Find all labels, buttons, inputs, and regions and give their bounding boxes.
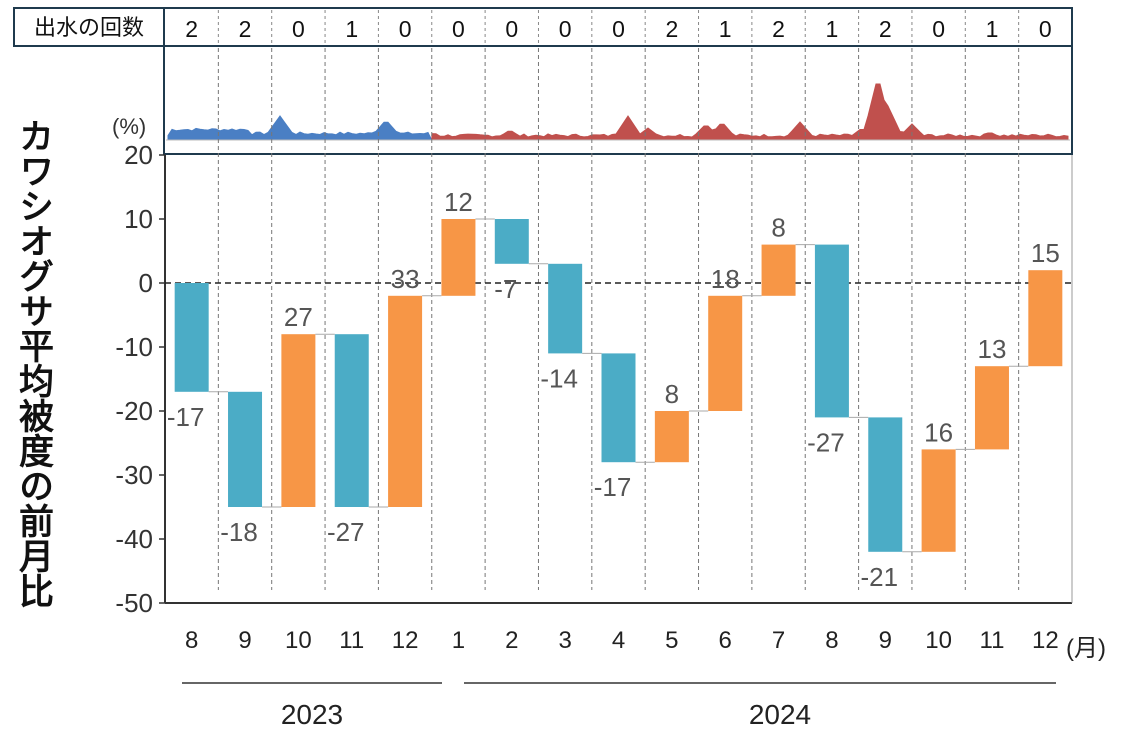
flood-count-cell: 2 [665,16,678,42]
data-label: 33 [391,264,420,294]
flood-count-cell: 0 [932,16,945,42]
flood-row-label: 出水の回数 [34,16,144,41]
flood-count-cell: 2 [879,16,892,42]
bars [174,218,1063,553]
year-label-2024: 2024 [749,699,811,730]
waterfall-bar [1028,270,1063,367]
flood-count-cell: 0 [452,16,465,42]
x-tick-label: 10 [285,627,312,654]
y-axis-label: カワシオグサ平均被度の前月比 [13,118,53,608]
data-label: -7 [494,274,517,304]
waterfall-bar [494,219,529,264]
y-tick-label: 20 [124,140,153,170]
x-tick-label: 6 [719,627,732,654]
data-label: 15 [1031,238,1060,268]
waterfall-bar [441,219,476,296]
x-tick-label: 5 [665,627,678,654]
flood-count-cell: 0 [559,16,572,42]
data-label: -21 [860,562,898,592]
y-tick-label: -10 [115,332,153,362]
data-label: -18 [220,517,258,547]
data-label: 13 [978,334,1007,364]
data-label: 18 [711,264,740,294]
waterfall-bar [814,244,849,418]
flood-count-cell: 2 [185,16,198,42]
flood-count-cell: 2 [239,16,252,42]
data-labels: -17 -18 27 -27 33 12 -7 -14 -17 8 18 8 -27 -21 16 13 15 [167,187,1060,592]
waterfall-bar [761,244,796,296]
flood-count-cell: 2 [772,16,785,42]
flood-count-cell: 1 [345,16,358,42]
waterfall-bar [548,263,583,354]
y-tick-label: -20 [115,396,153,426]
flood-count-cell: 0 [505,16,518,42]
data-label: 8 [771,213,785,243]
waterfall-bar [974,366,1009,450]
waterfall-bar [334,334,369,507]
x-tick-label: 4 [612,627,625,654]
waterfall-bar [868,417,903,552]
x-tick-label: 8 [825,627,838,654]
flood-count-cell: 1 [826,16,839,42]
flood-count-cell: 1 [719,16,732,42]
waterfall-bar [921,449,956,552]
x-tick-label: 8 [185,627,198,654]
x-tick-label: 9 [238,627,251,654]
y-tick-label: 10 [124,204,153,234]
data-label: -27 [327,517,365,547]
y-tick-label: -50 [115,588,153,618]
data-label: 12 [444,187,473,217]
flood-count-cell: 0 [399,16,412,42]
inset-panel: (%) [112,45,1073,155]
x-tick-label: 10 [925,627,952,654]
flood-count-table: 出水の回数 2 2 0 1 0 0 0 0 0 2 1 2 1 2 0 1 0 [13,7,1073,47]
flood-count-cell: 0 [1039,16,1052,42]
data-label: -17 [167,402,205,432]
y-tick-label: -30 [115,460,153,490]
month-gridlines [217,48,1020,590]
waterfall-bar [174,283,209,392]
x-tick-label: 3 [558,627,571,654]
data-label: 16 [924,417,953,447]
waterfall-bar [601,353,636,463]
data-label: -27 [807,427,845,457]
flood-count-cell: 0 [292,16,305,42]
x-tick-label: 12 [392,627,419,654]
y-tick-label: -40 [115,524,153,554]
waterfall-bar [654,411,689,463]
year-label-2023: 2023 [281,699,343,730]
x-tick-label: 11 [980,627,1005,654]
data-label: 8 [665,379,679,409]
flood-count-cell: 1 [986,16,999,42]
inset-series-2024 [431,83,1069,141]
waterfall-bar [281,334,316,507]
month-unit-label: (月) [1066,635,1106,662]
x-tick-label: 2 [505,627,518,654]
waterfall-bar [708,295,743,411]
inset-series-2023 [167,115,433,141]
x-tick-label: 7 [772,627,785,654]
x-tick-label: 1 [452,627,465,654]
waterfall-bar [228,391,263,507]
data-label: 27 [284,302,313,332]
data-label: -17 [594,472,632,502]
inset-frame [163,45,1073,155]
x-tick-label: 9 [879,627,892,654]
x-tick-label: 12 [1032,627,1059,654]
flood-count-cell: 0 [612,16,625,42]
waterfall-bar [388,295,423,507]
inset-unit-label: (%) [112,114,146,139]
x-tick-label: 11 [339,627,364,654]
x-axis: (月) 2023 2024 8 9 10 11 12 1 2 3 4 5 6 7 8 9 10 11 12 [182,627,1106,730]
axes: 20 10 0 -10 -20 -30 -40 -50 [115,140,1073,618]
y-tick-label: 0 [139,268,153,298]
data-label: -14 [540,363,578,393]
